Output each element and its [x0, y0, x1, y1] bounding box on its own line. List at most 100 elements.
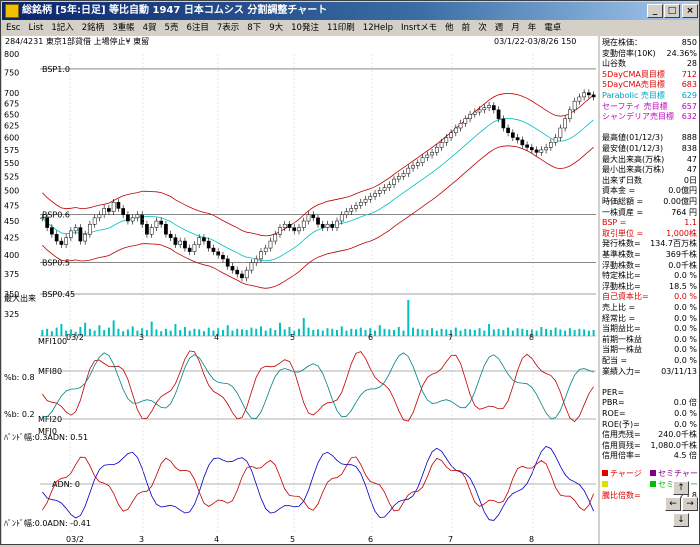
adn-label-mid: ADN: 0 [52, 480, 80, 489]
chart-area[interactable]: 284/4231 東京1部貸借 上場停止¥ 東留 03/1/22-03/8/26… [2, 36, 598, 544]
menu-item-11[interactable]: 10発注 [291, 23, 319, 33]
menu-item-14[interactable]: Insrtメモ [401, 23, 438, 33]
menu-item-4[interactable]: 3重帳 [112, 23, 135, 33]
minimize-button[interactable]: _ [647, 4, 663, 18]
candle-body [368, 196, 373, 200]
scroll-up-button[interactable]: ↑ [673, 481, 689, 495]
menu-item-20[interactable]: 年 [527, 23, 537, 33]
volume-bar [179, 330, 182, 336]
menu-item-7[interactable]: 6注目 [186, 23, 209, 33]
volume-bar [50, 331, 53, 336]
candle-body [401, 173, 406, 177]
volume-bar [559, 329, 562, 336]
candle-body [268, 240, 273, 249]
info-key: 基準株数= [602, 250, 641, 259]
volume-bar [402, 330, 405, 336]
candle-body [183, 240, 187, 249]
volume-bar [283, 329, 286, 336]
menu-item-21[interactable]: 電卓 [544, 23, 562, 33]
menu-item-6[interactable]: 5売 [164, 23, 179, 33]
info-key: 売上比 = [602, 303, 636, 312]
scroll-left-button[interactable]: ← [665, 497, 681, 511]
candle-body [444, 137, 449, 143]
info-key: 発行株数= [602, 239, 641, 249]
volume-bar [278, 322, 281, 336]
volume-bar [103, 330, 106, 336]
info-value: 0.0億円 [668, 186, 697, 196]
menu-item-17[interactable]: 次 [478, 23, 487, 33]
info-row: 基準株数= 369千株 [602, 250, 697, 260]
info-value: 0.0 % [674, 303, 697, 312]
info-row: シャンデリア売目標 632 [602, 112, 697, 122]
menu-item-1[interactable]: List [28, 23, 44, 33]
scroll-down-button[interactable]: ↓ [673, 513, 689, 527]
info-value: 1,000株 [666, 228, 697, 238]
volume-bar [592, 330, 595, 336]
candle-body [525, 144, 529, 148]
volume-bar [240, 329, 243, 336]
volume-bar [255, 328, 258, 336]
info-value: 0.0 % [674, 271, 697, 281]
info-row: 最小出来高(万株) 47 [602, 165, 697, 175]
band-label: BSP1.0 [42, 65, 70, 74]
menu-item-10[interactable]: 9大 [269, 23, 284, 33]
menu-item-5[interactable]: 4賀 [142, 23, 157, 33]
info-key: 信用売残= [602, 430, 641, 440]
menu-bar: Esc List 1記入 2銘柄 3重帳 4賀 5売 6注目 7表示 8下 9大 10発注 11印刷 12… [2, 21, 698, 35]
pctb-label: %b: 0.2 [4, 410, 35, 419]
candle-body [382, 187, 387, 191]
info-row: 信用倍率= 4.5 倍 [602, 451, 697, 461]
info-value: 850 [681, 38, 697, 47]
volume-bar [174, 324, 177, 336]
candle-body [477, 109, 482, 113]
menu-item-13[interactable]: 12Help [362, 23, 393, 33]
legend-label: セミチャージ [658, 469, 698, 478]
volume-bar [74, 331, 77, 336]
volume-bar [245, 330, 248, 336]
scroll-right-button[interactable]: → [682, 497, 698, 511]
info-value: 683 [681, 80, 697, 90]
menu-item-16[interactable]: 前 [461, 23, 471, 33]
menu-item-9[interactable]: 8下 [247, 23, 262, 33]
volume-bar [340, 326, 343, 336]
info-key: 浮動株比= [602, 281, 641, 291]
info-key: 最安値(01/12/3) [602, 144, 664, 153]
volume-bar [264, 330, 267, 336]
candle-body [577, 96, 582, 102]
bandwidth-line [42, 456, 594, 512]
price-tick-label: 400 [4, 251, 19, 260]
info-row [602, 123, 697, 133]
close-button[interactable]: × [682, 4, 698, 18]
info-key: BSP = [602, 218, 627, 228]
info-value: 47 [686, 165, 697, 175]
maximize-button[interactable]: □ [664, 4, 680, 18]
candle-body [244, 269, 249, 279]
menu-item-8[interactable]: 7表示 [216, 23, 240, 33]
header-right: 03/1/22-03/8/26 150 [494, 37, 576, 46]
candle-body [202, 237, 206, 242]
menu-item-12[interactable]: 11印刷 [326, 23, 355, 33]
candle-body [316, 217, 320, 225]
volume-bar [426, 330, 429, 336]
candle-body [140, 214, 145, 225]
info-value: 632 [681, 112, 697, 122]
info-key: 最高値(01/12/3) [602, 133, 664, 143]
candle-body [363, 199, 368, 203]
price-tick-label: 650 [4, 110, 19, 119]
info-value: 134.7百万株 [650, 239, 697, 249]
menu-item-0[interactable]: Esc [6, 23, 21, 33]
info-row: 経常比 = 0.0 % [602, 314, 697, 324]
info-value: 888 [681, 133, 697, 143]
info-row: ROE= 0.0 % [602, 409, 697, 419]
info-value: 0.0 % [674, 324, 697, 334]
menu-item-2[interactable]: 1記入 [51, 23, 74, 33]
price-tick-label: 425 [4, 234, 19, 243]
info-value: 0.0 % [674, 356, 697, 365]
menu-item-15[interactable]: 他 [445, 23, 454, 33]
menu-item-3[interactable]: 2銘柄 [81, 23, 105, 33]
menu-item-18[interactable]: 週 [494, 23, 504, 33]
volume-bar [136, 330, 139, 336]
info-row: 特定株比= 0.0 % [602, 271, 697, 281]
menu-item-19[interactable]: 月 [511, 23, 520, 33]
volume-bar [150, 321, 153, 336]
